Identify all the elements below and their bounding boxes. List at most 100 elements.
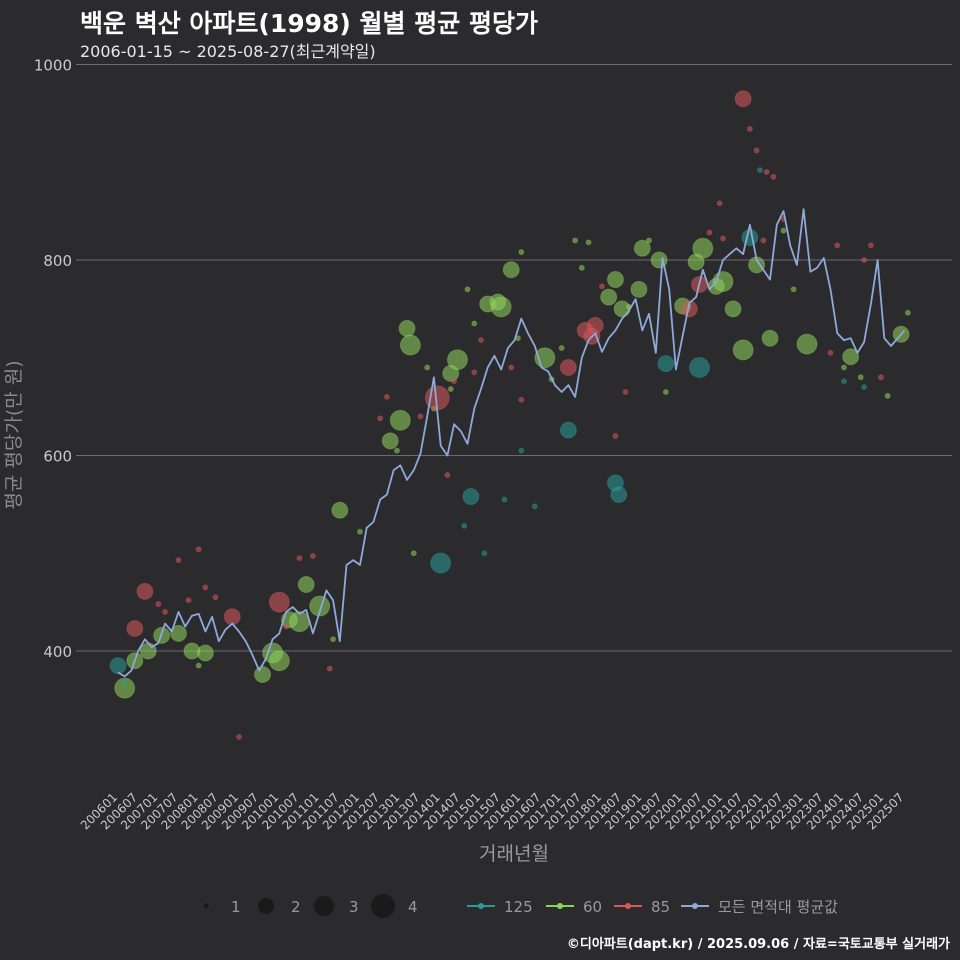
data-point-85 xyxy=(763,169,770,176)
data-point-60 xyxy=(410,550,417,557)
data-point-125 xyxy=(531,503,538,510)
legend-size-label: 4 xyxy=(408,898,418,916)
legend-size-marker xyxy=(371,894,395,918)
legend-key-label: 85 xyxy=(651,898,670,916)
data-point-125 xyxy=(840,378,847,385)
data-point-60 xyxy=(518,249,525,256)
data-point-125 xyxy=(109,657,127,675)
data-point-85 xyxy=(268,591,290,613)
data-point-60 xyxy=(790,286,797,293)
legend-key-dot xyxy=(478,903,484,909)
data-point-85 xyxy=(622,388,629,395)
average-line xyxy=(117,208,906,678)
data-point-85 xyxy=(136,582,154,600)
data-point-85 xyxy=(175,557,182,564)
data-point-85 xyxy=(877,374,884,381)
y-tick-label: 600 xyxy=(43,448,72,466)
data-point-125 xyxy=(559,421,577,439)
data-point-60 xyxy=(646,237,653,244)
data-point-60 xyxy=(389,409,411,431)
data-point-60 xyxy=(297,576,315,594)
data-point-60 xyxy=(558,344,565,351)
data-point-85 xyxy=(770,173,777,180)
legend-size-marker xyxy=(203,903,209,909)
y-tick-label: 800 xyxy=(43,252,72,270)
data-point-125 xyxy=(481,550,488,557)
data-point-125 xyxy=(610,486,628,504)
data-point-85 xyxy=(612,432,619,439)
data-point-85 xyxy=(155,601,162,608)
data-point-60 xyxy=(393,447,400,454)
data-point-60 xyxy=(399,334,421,356)
y-axis-ticks: 400 600 800 1000 xyxy=(34,57,72,662)
data-point-85 xyxy=(834,242,841,249)
data-point-60 xyxy=(578,264,585,271)
data-point-60 xyxy=(268,650,290,672)
data-point-60 xyxy=(424,364,431,371)
data-point-125 xyxy=(688,357,710,379)
data-point-125 xyxy=(756,167,763,174)
data-point-60 xyxy=(761,329,779,347)
data-point-85 xyxy=(235,734,242,741)
data-point-85 xyxy=(202,584,209,591)
data-point-60 xyxy=(572,237,579,244)
data-point-125 xyxy=(121,679,128,686)
data-point-85 xyxy=(508,364,515,371)
data-point-85 xyxy=(296,555,303,562)
legend-size-label: 3 xyxy=(349,898,359,916)
series-line-average xyxy=(117,208,906,678)
data-point-85 xyxy=(746,126,753,133)
data-point-125 xyxy=(501,496,508,503)
data-point-60 xyxy=(471,320,478,327)
data-point-60 xyxy=(724,300,742,318)
chart-title: 백운 벽산 아파트(1998) 월별 평균 평당가 xyxy=(80,9,538,38)
data-point-85 xyxy=(867,242,874,249)
data-point-85 xyxy=(383,393,390,400)
legend-key-label: 60 xyxy=(583,898,602,916)
legend: 1 2 3 4 125 60 85 모든 면적대 평균값 xyxy=(203,894,838,918)
legend-key-dot xyxy=(557,903,563,909)
gridlines xyxy=(76,64,952,652)
data-point-125 xyxy=(861,384,868,391)
data-point-85 xyxy=(212,594,219,601)
data-point-60 xyxy=(857,374,864,381)
data-point-85 xyxy=(734,90,752,108)
legend-size-label: 1 xyxy=(231,898,241,916)
data-point-60 xyxy=(309,595,331,617)
data-point-85 xyxy=(444,472,451,479)
data-point-85 xyxy=(706,229,713,236)
data-point-125 xyxy=(430,552,452,574)
data-point-85 xyxy=(223,608,241,626)
chart-subtitle: 2006-01-15 ~ 2025-08-27(최근계약일) xyxy=(80,42,376,61)
data-point-85 xyxy=(827,349,834,356)
legend-key-dot xyxy=(625,903,631,909)
data-point-125 xyxy=(741,229,759,247)
data-point-60 xyxy=(633,239,651,257)
data-point-85 xyxy=(753,147,760,154)
y-axis-label: 평균 평당가(만 원) xyxy=(3,360,25,509)
data-point-60 xyxy=(356,528,363,535)
data-point-60 xyxy=(330,636,337,643)
data-point-60 xyxy=(331,501,349,519)
data-point-60 xyxy=(169,624,187,642)
data-point-60 xyxy=(840,364,847,371)
data-point-60 xyxy=(662,388,669,395)
data-point-60 xyxy=(585,239,592,246)
data-point-60 xyxy=(446,349,468,371)
data-point-85 xyxy=(586,316,604,334)
data-point-85 xyxy=(451,378,458,385)
data-point-85 xyxy=(680,300,698,318)
data-point-85 xyxy=(309,553,316,560)
data-point-60 xyxy=(196,644,214,662)
data-point-60 xyxy=(447,386,454,393)
data-point-85 xyxy=(477,337,484,344)
data-point-85 xyxy=(861,257,868,263)
data-point-60 xyxy=(904,309,911,316)
data-point-60 xyxy=(490,296,512,318)
legend-size-label: 2 xyxy=(291,898,301,916)
data-point-85 xyxy=(283,623,290,630)
data-point-85 xyxy=(719,235,726,242)
data-point-125 xyxy=(518,447,525,454)
data-point-85 xyxy=(760,237,767,244)
data-point-85 xyxy=(326,665,333,672)
